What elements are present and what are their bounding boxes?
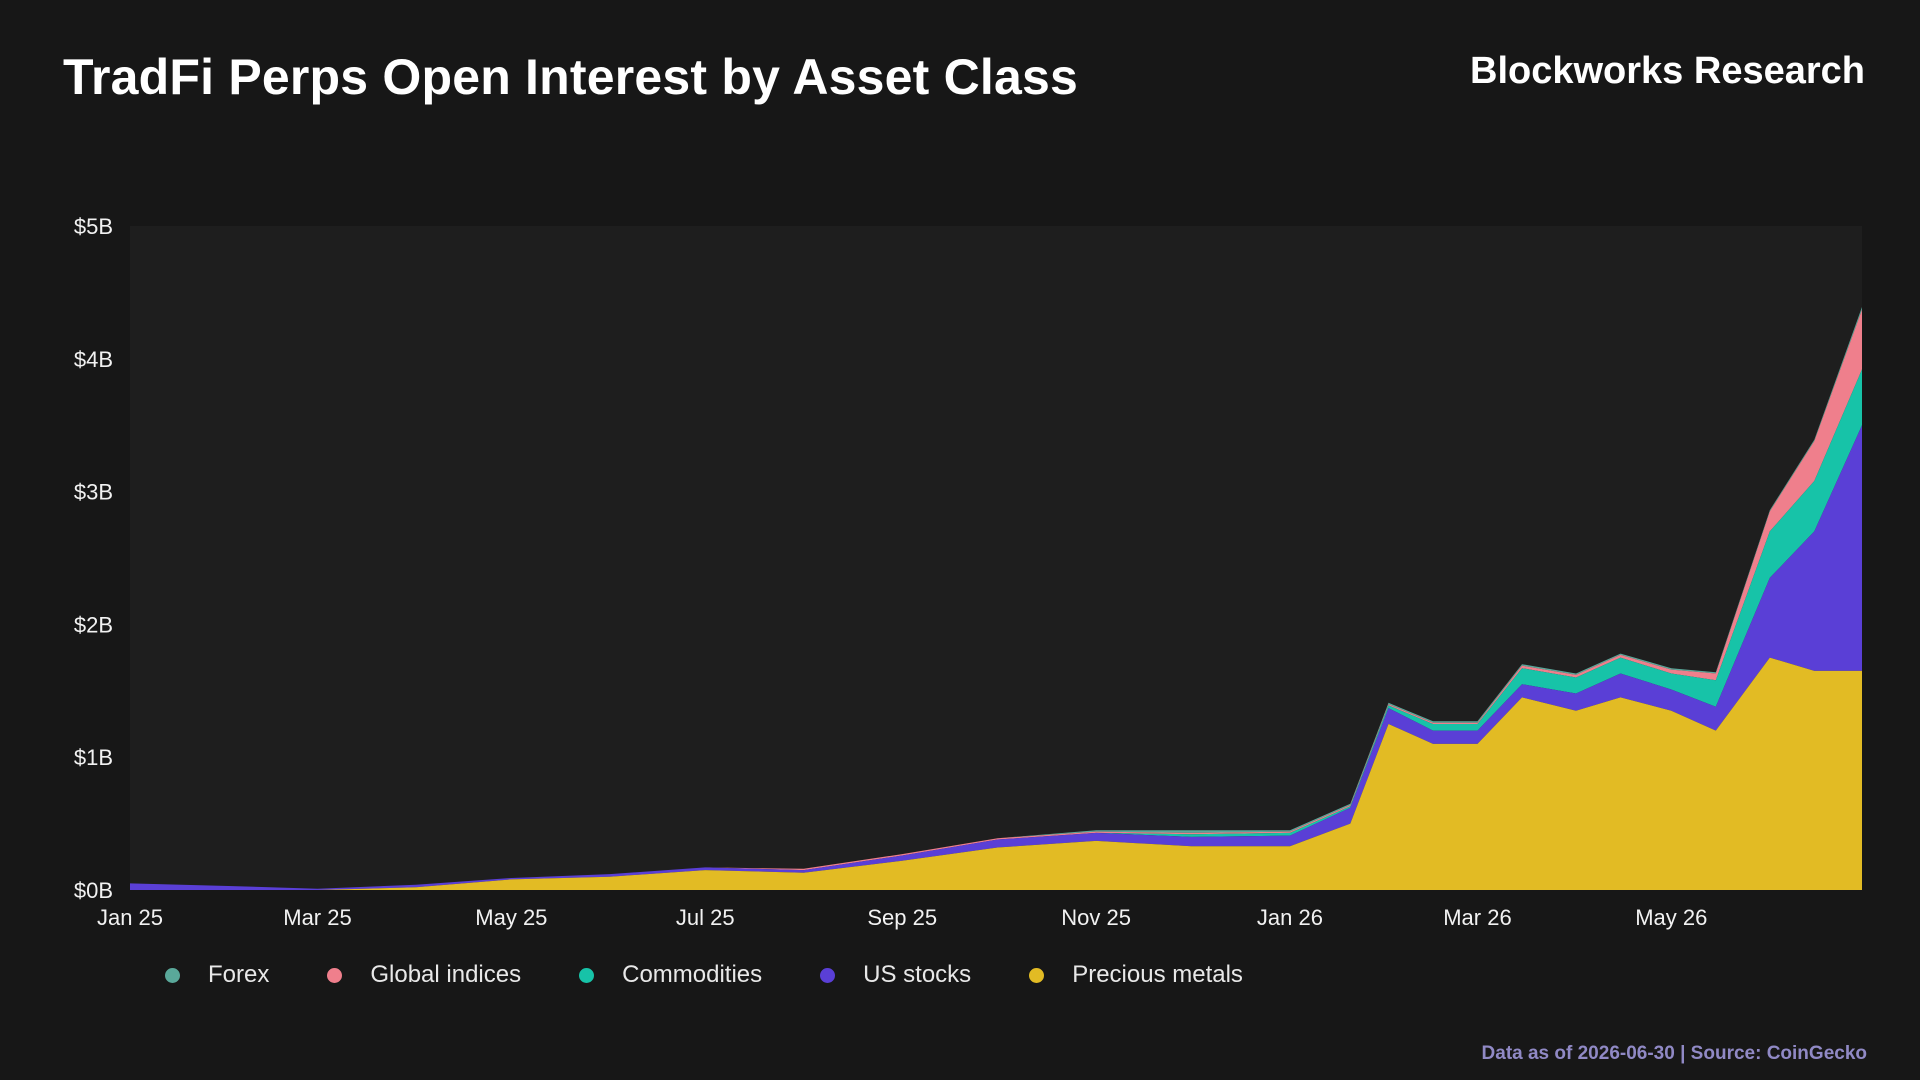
brand-name: Blockworks Research (1470, 50, 1865, 92)
x-axis-ticks: Jan 25 Mar 25 May 25 Jul 25 Sep 25 Nov 25 Jan … (97, 905, 1707, 930)
y-tick-label: $0B (74, 878, 113, 903)
legend-label: Commodities (622, 961, 763, 988)
legend-label: US stocks (863, 961, 972, 988)
legend-dot-icon (820, 967, 836, 983)
legend-item: Forex (165, 961, 269, 989)
x-tick-label: May 25 (475, 905, 547, 930)
legend-item: Commodities (579, 961, 762, 989)
x-tick-label: May 26 (1635, 905, 1707, 930)
x-tick-label: Jan 26 (1257, 905, 1323, 930)
legend-dot-icon (1029, 967, 1045, 983)
legend-label: Global indices (370, 961, 522, 988)
y-axis-ticks: $0B $1B $2B $3B $4B $5B (74, 214, 113, 903)
x-tick-label: Jul 25 (676, 905, 735, 930)
y-tick-label: $2B (74, 612, 113, 637)
y-tick-label: $5B (74, 214, 113, 239)
x-tick-label: Nov 25 (1061, 905, 1131, 930)
y-tick-label: $1B (74, 745, 113, 770)
y-tick-label: $4B (74, 347, 113, 372)
legend-item: Precious metals (1029, 961, 1243, 989)
source-note: Data as of 2026-06-30 | Source: CoinGeck… (1481, 1043, 1867, 1064)
x-tick-label: Mar 26 (1443, 905, 1511, 930)
x-tick-label: Sep 25 (867, 905, 937, 930)
legend-dot-icon (579, 967, 595, 983)
legend-label: Precious metals (1072, 961, 1243, 988)
chart-title: TradFi Perps Open Interest by Asset Clas… (63, 49, 1079, 105)
legend-label: Forex (208, 961, 270, 988)
area-precious-metals (130, 657, 1862, 890)
legend-dot-icon (327, 967, 343, 983)
legend-item: Global indices (327, 961, 521, 989)
legend: Forex Global indices Commodities US stocks P… (165, 961, 1243, 989)
legend-dot-icon (165, 967, 180, 983)
series-areas (130, 307, 1862, 890)
legend-item: US stocks (820, 961, 971, 989)
y-tick-label: $3B (74, 480, 113, 505)
x-tick-label: Mar 25 (283, 905, 351, 930)
x-tick-label: Jan 25 (97, 905, 163, 930)
